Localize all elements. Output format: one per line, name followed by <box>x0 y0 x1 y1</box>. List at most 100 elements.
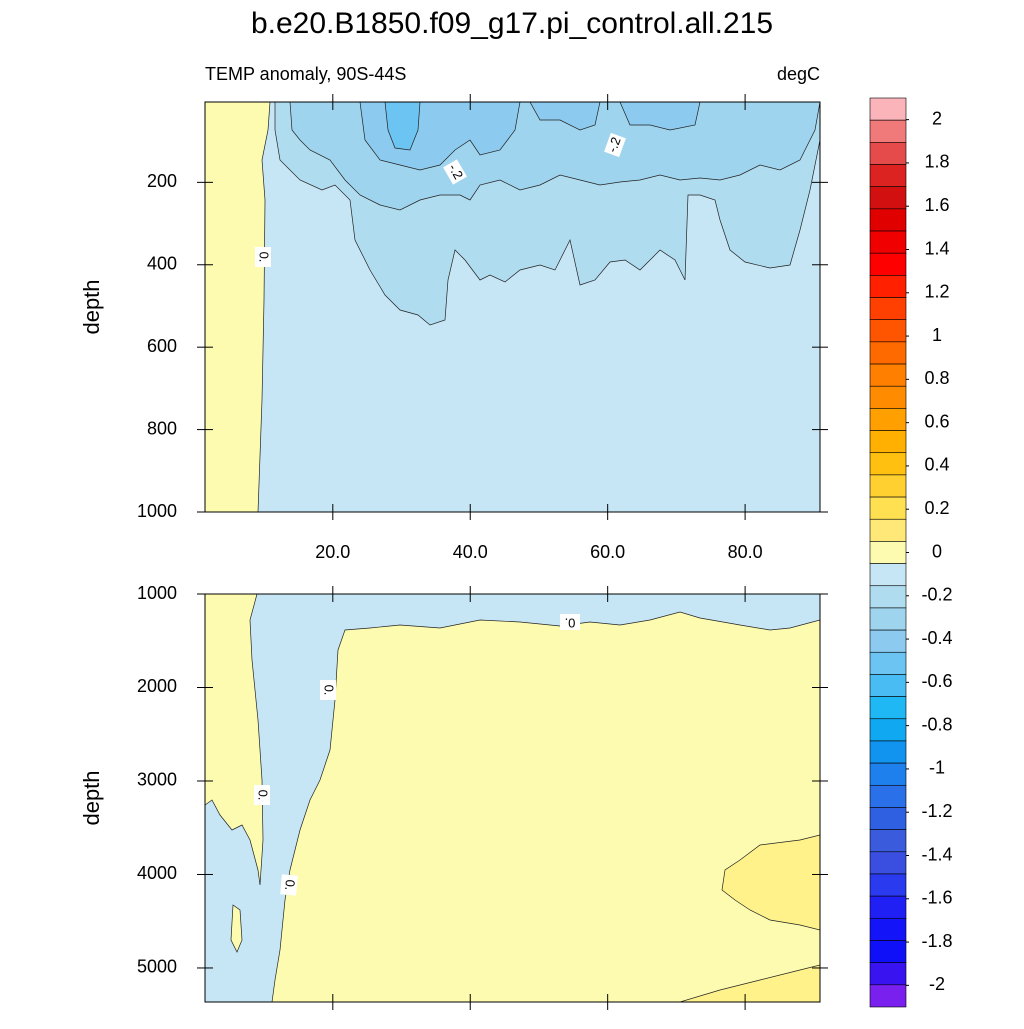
colorbar-label: -0.8 <box>921 714 952 734</box>
x-tick-label: 60.0 <box>590 542 625 562</box>
colorbar-swatch <box>869 585 907 609</box>
colorbar-label: 1.8 <box>924 152 949 172</box>
colorbar-swatch <box>869 275 907 298</box>
colorbar-swatch <box>869 119 907 143</box>
colorbar-swatch <box>869 186 907 210</box>
colorbar-label: -2 <box>929 974 945 994</box>
colorbar-swatch <box>869 563 907 587</box>
colorbar-label: 0.4 <box>924 455 949 475</box>
x-tick-label: 80.0 <box>728 542 763 562</box>
colorbar-swatch <box>869 319 907 343</box>
colorbar-label: -1.4 <box>921 844 952 864</box>
colorbar-swatch <box>869 230 907 254</box>
colorbar-label: -1 <box>929 758 945 778</box>
contour-label-bg <box>255 247 271 267</box>
colorbar-swatch <box>869 962 907 986</box>
contour-fill <box>205 102 820 512</box>
contour-label-bg <box>560 614 580 630</box>
colorbar-swatch <box>869 696 907 720</box>
colorbar-swatch <box>869 385 907 409</box>
colorbar-label: 0 <box>932 541 942 561</box>
y-tick-label: 4000 <box>137 863 177 883</box>
contour-label-bg <box>254 785 270 805</box>
contour-label: 0. <box>322 685 337 696</box>
colorbar-label: 1.4 <box>924 238 949 258</box>
y-tick-label: 800 <box>147 418 177 438</box>
colorbar-label: 1.6 <box>924 195 949 215</box>
y-tick-label: 600 <box>147 336 177 356</box>
colorbar-swatch <box>869 541 907 564</box>
colorbar-swatch <box>869 518 907 542</box>
colorbar-label: 0.6 <box>924 411 949 431</box>
x-tick-label: 40.0 <box>453 542 488 562</box>
colorbar-swatch <box>869 607 907 631</box>
colorbar-swatch <box>869 97 907 121</box>
colorbar-swatch <box>869 496 907 520</box>
colorbar-swatch <box>869 629 907 653</box>
colorbar-swatch <box>869 651 907 675</box>
colorbar-swatch <box>869 984 907 1008</box>
colorbar-swatch <box>869 940 907 963</box>
y-tick-label: 5000 <box>137 957 177 977</box>
y-axis-label: depth <box>79 279 104 334</box>
colorbar-label: 0.2 <box>924 498 949 518</box>
colorbar-label: 2 <box>932 108 942 128</box>
subtitle-left: TEMP anomaly, 90S-44S <box>205 64 406 84</box>
colorbar-swatch <box>869 452 907 476</box>
colorbar-label: -0.4 <box>921 628 952 648</box>
contour-label: 0. <box>257 252 272 263</box>
contour-fill <box>205 594 820 1002</box>
colorbar-swatch <box>869 252 907 276</box>
contour-label: 0. <box>256 790 271 801</box>
colorbar-swatch <box>869 341 907 365</box>
contour-label-bg <box>280 874 298 896</box>
y-tick-label: 3000 <box>137 770 177 790</box>
colorbar-swatch <box>869 408 907 431</box>
y-tick-label: 200 <box>147 171 177 191</box>
y-axis-label: depth <box>79 770 104 825</box>
colorbar-swatch <box>869 829 907 853</box>
colorbar-swatch <box>869 762 907 786</box>
chart-title: b.e20.B1850.f09_g17.pi_control.all.215 <box>251 7 773 40</box>
y-tick-label: 1000 <box>137 501 177 521</box>
colorbar-swatch <box>869 740 907 764</box>
colorbar-swatch <box>869 674 907 697</box>
colorbar-label: -1.8 <box>921 931 952 951</box>
colorbar-swatch <box>869 297 907 321</box>
colorbar-swatch <box>869 784 907 808</box>
colorbar-swatch <box>869 208 907 232</box>
colorbar-label: -1.6 <box>921 888 952 908</box>
plot-frame <box>204 101 821 513</box>
colorbar-label: 0.8 <box>924 368 949 388</box>
colorbar-swatch <box>869 895 907 919</box>
contour-label-bg <box>320 680 336 700</box>
colorbar-swatch <box>869 851 907 875</box>
contour-label-bg <box>604 132 626 158</box>
y-tick-label: 400 <box>147 254 177 274</box>
colorbar-swatch <box>869 873 907 897</box>
y-tick-label: 1000 <box>137 583 177 603</box>
x-tick-label: 20.0 <box>315 542 350 562</box>
contour-label: 0. <box>282 879 298 891</box>
colorbar-swatch <box>869 430 907 454</box>
contour-label: 0. <box>565 616 576 631</box>
colorbar-swatch <box>869 718 907 742</box>
y-tick-label: 2000 <box>137 676 177 696</box>
colorbar-label: -0.6 <box>921 671 952 691</box>
colorbar-swatch <box>869 474 907 498</box>
colorbar-swatch <box>869 918 907 941</box>
colorbar-swatch <box>869 164 907 187</box>
colorbar-label: -1.2 <box>921 801 952 821</box>
colorbar-swatch <box>869 142 907 165</box>
colorbar-label: -0.2 <box>921 585 952 605</box>
colorbar-label: 1 <box>932 325 942 345</box>
contour-label-bg <box>443 159 467 185</box>
plot-frame <box>204 593 821 1003</box>
colorbar-swatch <box>869 807 907 830</box>
subtitle-right: degC <box>777 64 820 84</box>
contour-label: -.2 <box>604 135 623 154</box>
contour-label: -.2 <box>446 161 467 182</box>
colorbar-swatch <box>869 363 907 387</box>
colorbar-label: 1.2 <box>924 282 949 302</box>
